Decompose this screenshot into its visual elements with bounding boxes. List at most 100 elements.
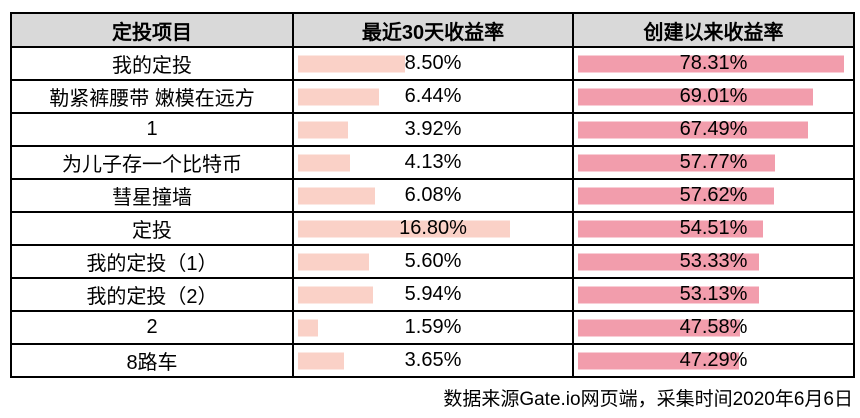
project-name: 彗星撞墙 <box>112 187 192 209</box>
project-name-cell: 2 <box>10 310 294 345</box>
project-name: 为儿子存一个比特币 <box>62 154 242 176</box>
project-name: 定投 <box>132 220 172 242</box>
databar-30d <box>298 88 380 105</box>
databar-cell-wrap: 47.29% <box>575 346 852 375</box>
databar-since-creation <box>578 154 775 171</box>
project-name: 我的定投（2） <box>86 286 218 308</box>
databar-30d <box>298 253 369 270</box>
return-30d-value: 5.60% <box>404 250 462 272</box>
table-row: 我的定投（1） 5.60% 53.33% <box>10 244 855 279</box>
return-since-creation-cell: 53.13% <box>572 277 855 312</box>
databar-since-creation <box>578 187 775 204</box>
return-since-creation-value: 57.62% <box>679 184 748 206</box>
return-since-creation-value: 54.51% <box>679 217 748 239</box>
table-row: 8路车 3.65% 47.29% <box>10 343 855 378</box>
databar-cell-wrap: 47.58% <box>575 313 852 342</box>
table-row: 2 1.59% 47.58% <box>10 310 855 345</box>
return-since-creation-cell: 57.77% <box>572 145 855 180</box>
databar-cell-wrap: 1.59% <box>295 313 571 342</box>
project-name-cell: 我的定投（2） <box>10 277 294 312</box>
return-since-creation-value: 53.33% <box>679 250 748 272</box>
column-header-30d-return: 最近30天收益率 <box>292 12 574 48</box>
databar-since-creation <box>578 253 760 270</box>
return-since-creation-cell: 53.33% <box>572 244 855 279</box>
project-name-cell: 定投 <box>10 211 294 246</box>
return-30d-cell: 4.13% <box>292 145 574 180</box>
return-since-creation-value: 47.58% <box>679 316 748 338</box>
return-30d-cell: 8.50% <box>292 46 574 81</box>
return-30d-value: 1.59% <box>404 316 462 338</box>
return-30d-cell: 3.65% <box>292 343 574 378</box>
returns-table-container: 定投项目 最近30天收益率 创建以来收益率 我的定投 8.50% 78.31% 勒紧裤… <box>10 12 855 378</box>
project-name-cell: 8路车 <box>10 343 294 378</box>
table-row: 定投 16.80% 54.51% <box>10 211 855 246</box>
returns-table: 定投项目 最近30天收益率 创建以来收益率 我的定投 8.50% 78.31% 勒紧裤… <box>10 12 855 378</box>
project-name: 我的定投 <box>112 55 192 77</box>
databar-cell-wrap: 57.62% <box>575 181 852 210</box>
table-row: 勒紧裤腰带 嫩模在远方 6.44% 69.01% <box>10 79 855 114</box>
databar-cell-wrap: 3.92% <box>295 115 571 144</box>
return-30d-cell: 3.92% <box>292 112 574 147</box>
databar-cell-wrap: 57.77% <box>575 148 852 177</box>
databar-since-creation <box>578 55 845 72</box>
return-since-creation-cell: 67.49% <box>572 112 855 147</box>
databar-cell-wrap: 5.94% <box>295 280 571 309</box>
return-since-creation-cell: 47.58% <box>572 310 855 345</box>
databar-since-creation <box>578 88 813 105</box>
project-name-cell: 为儿子存一个比特币 <box>10 145 294 180</box>
databar-cell-wrap: 8.50% <box>295 49 571 78</box>
project-name-cell: 勒紧裤腰带 嫩模在远方 <box>10 79 294 114</box>
return-since-creation-cell: 69.01% <box>572 79 855 114</box>
databar-cell-wrap: 3.65% <box>295 346 571 375</box>
databar-cell-wrap: 6.44% <box>295 82 571 111</box>
table-row: 我的定投（2） 5.94% 53.13% <box>10 277 855 312</box>
project-name: 勒紧裤腰带 嫩模在远方 <box>49 88 255 110</box>
databar-cell-wrap: 69.01% <box>575 82 852 111</box>
databar-cell-wrap: 53.33% <box>575 247 852 276</box>
databar-30d <box>298 187 375 204</box>
return-since-creation-value: 57.77% <box>679 151 748 173</box>
return-since-creation-cell: 78.31% <box>572 46 855 81</box>
databar-since-creation <box>578 352 739 369</box>
databar-30d <box>298 121 348 138</box>
return-30d-cell: 5.60% <box>292 244 574 279</box>
databar-since-creation <box>578 121 808 138</box>
return-since-creation-value: 67.49% <box>679 118 748 140</box>
return-since-creation-cell: 54.51% <box>572 211 855 246</box>
project-name: 2 <box>146 316 158 338</box>
databar-cell-wrap: 54.51% <box>575 214 852 243</box>
return-30d-cell: 6.08% <box>292 178 574 213</box>
project-name-cell: 1 <box>10 112 294 147</box>
project-name-cell: 我的定投 <box>10 46 294 81</box>
return-since-creation-cell: 57.62% <box>572 178 855 213</box>
return-30d-value: 3.92% <box>404 118 462 140</box>
return-since-creation-value: 78.31% <box>679 52 748 74</box>
project-name-cell: 彗星撞墙 <box>10 178 294 213</box>
databar-30d <box>298 319 319 336</box>
project-name-cell: 我的定投（1） <box>10 244 294 279</box>
databar-cell-wrap: 67.49% <box>575 115 852 144</box>
databar-30d <box>298 286 374 303</box>
databar-30d <box>298 352 345 369</box>
databar-cell-wrap: 6.08% <box>295 181 571 210</box>
data-source-note: 数据来源Gate.io网页端，采集时间2020年6月6日 <box>443 389 853 410</box>
return-30d-cell: 1.59% <box>292 310 574 345</box>
project-name: 8路车 <box>126 352 178 374</box>
return-30d-value: 6.44% <box>404 85 462 107</box>
table-row: 为儿子存一个比特币 4.13% 57.77% <box>10 145 855 180</box>
return-30d-cell: 6.44% <box>292 79 574 114</box>
databar-30d <box>298 55 406 72</box>
column-header-project: 定投项目 <box>10 12 294 48</box>
databar-cell-wrap: 53.13% <box>575 280 852 309</box>
table-body: 我的定投 8.50% 78.31% 勒紧裤腰带 嫩模在远方 6.44% 69.01% 1 3.… <box>10 46 855 378</box>
databar-30d <box>298 220 511 237</box>
table-row: 1 3.92% 67.49% <box>10 112 855 147</box>
databar-since-creation <box>578 220 764 237</box>
project-name: 1 <box>146 118 158 140</box>
return-30d-value: 5.94% <box>404 283 462 305</box>
return-30d-cell: 5.94% <box>292 277 574 312</box>
return-30d-cell: 16.80% <box>292 211 574 246</box>
return-30d-value: 16.80% <box>399 217 467 239</box>
databar-cell-wrap: 78.31% <box>575 49 852 78</box>
